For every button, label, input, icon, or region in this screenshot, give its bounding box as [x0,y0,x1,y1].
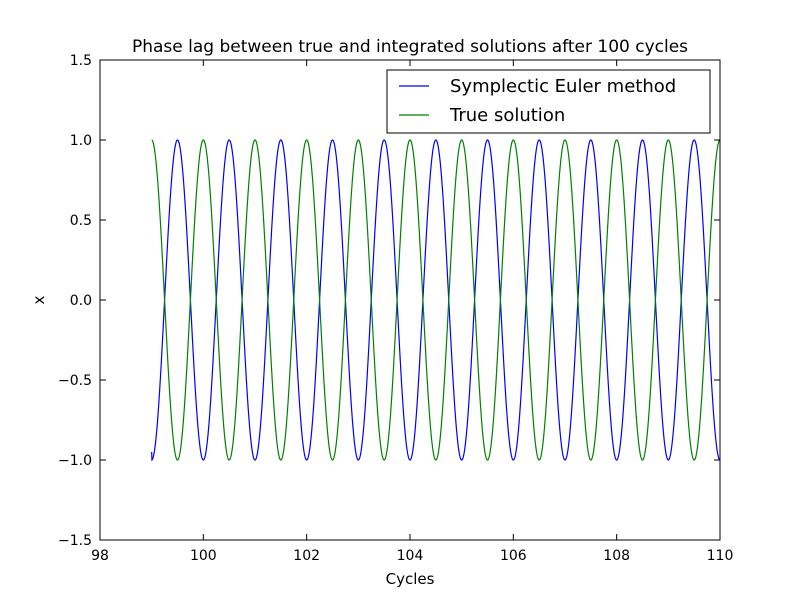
legend-label: Symplectic Euler method [450,76,676,97]
x-tick-label: 110 [707,548,734,564]
y-tick-label: −0.5 [58,373,92,389]
y-axis: −1.5 −1.0 −0.5 0.0 0.5 1.0 1.5 [58,53,720,549]
series-group [151,139,720,462]
x-axis: 98 100 102 104 106 108 110 [91,60,733,564]
series-line-symplectic-euler [151,139,720,462]
x-axis-label: Cycles [386,570,435,588]
x-tick-label: 108 [603,548,630,564]
series-line-true-solution [151,139,720,461]
x-tick-label: 106 [500,548,527,564]
legend-label: True solution [449,105,565,126]
y-tick-label: 0.5 [70,213,92,229]
chart-title: Phase lag between true and integrated so… [132,37,688,57]
y-tick-label: 1.5 [70,53,92,69]
legend-box [386,69,711,134]
x-tick-label: 102 [293,548,320,564]
y-tick-label: 1.0 [70,133,92,149]
y-tick-label: −1.5 [58,533,92,549]
y-axis-label: x [30,295,48,304]
x-tick-label: 98 [91,548,109,564]
x-tick-label: 104 [397,548,424,564]
y-tick-label: −1.0 [58,453,92,469]
y-tick-label: 0.0 [70,293,92,309]
legend: Symplectic Euler method True solution [386,69,711,134]
x-tick-label: 100 [190,548,217,564]
